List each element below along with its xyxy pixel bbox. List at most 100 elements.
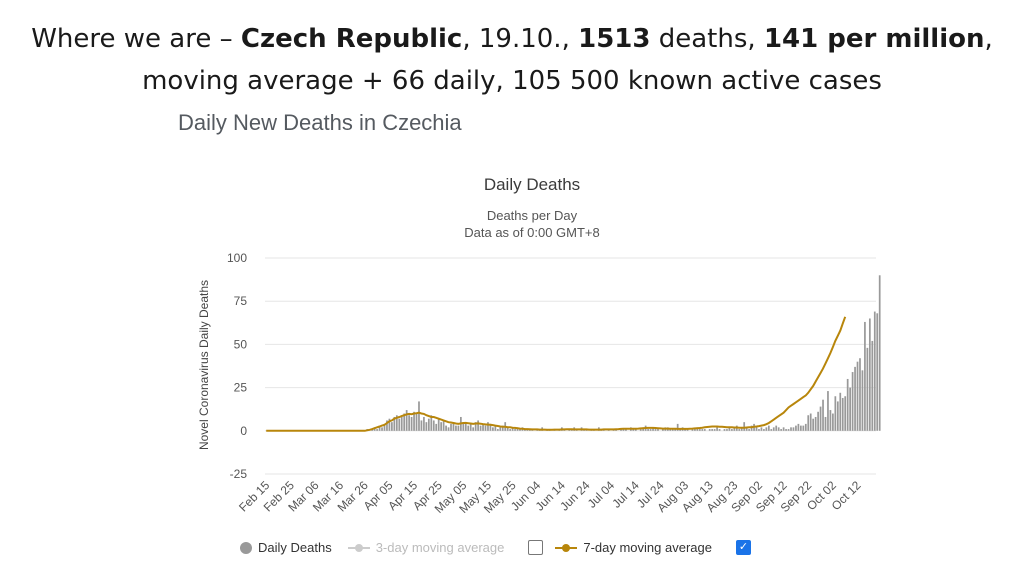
bar bbox=[777, 427, 780, 431]
bar bbox=[484, 425, 487, 431]
checkbox-7-day-average[interactable]: ✓ bbox=[735, 540, 751, 555]
y-tick-label: 25 bbox=[234, 381, 248, 395]
headline-country: Czech Republic bbox=[240, 24, 463, 54]
bar bbox=[748, 429, 750, 431]
bar bbox=[817, 411, 819, 431]
bar bbox=[832, 413, 834, 431]
bar bbox=[878, 275, 881, 431]
bar bbox=[400, 416, 403, 431]
bar bbox=[723, 429, 726, 431]
y-tick-label: 50 bbox=[234, 337, 248, 351]
bar bbox=[864, 321, 866, 431]
y-tick-label: 75 bbox=[234, 294, 248, 308]
bar bbox=[408, 415, 410, 431]
bar bbox=[866, 347, 869, 431]
bar bbox=[487, 422, 489, 431]
bar bbox=[787, 429, 790, 431]
bar bbox=[442, 420, 445, 431]
bar bbox=[873, 311, 876, 431]
bar bbox=[671, 429, 674, 431]
bar bbox=[819, 406, 822, 431]
bar bbox=[395, 415, 398, 431]
bar bbox=[718, 429, 721, 431]
bar bbox=[430, 415, 433, 431]
bar bbox=[632, 429, 635, 431]
bar bbox=[378, 425, 381, 431]
bar bbox=[622, 429, 625, 431]
legend-item-7-day-average[interactable]: 7-day moving average bbox=[555, 540, 712, 555]
headline-deaths-value: 1513 bbox=[578, 24, 651, 54]
bar bbox=[435, 423, 438, 431]
bar bbox=[405, 410, 408, 431]
bar bbox=[809, 413, 812, 431]
bar bbox=[654, 429, 657, 431]
x-tick-label: Jul 14 bbox=[609, 478, 642, 511]
bar bbox=[398, 418, 401, 431]
bar bbox=[511, 427, 514, 431]
bar bbox=[418, 401, 420, 431]
bar bbox=[467, 425, 470, 431]
bar bbox=[802, 425, 805, 431]
bar bbox=[462, 423, 465, 431]
bar bbox=[726, 429, 728, 431]
bar bbox=[765, 427, 768, 431]
line-series-7-day-average bbox=[266, 316, 847, 432]
bar bbox=[686, 429, 689, 431]
bar bbox=[427, 418, 430, 431]
x-tick-label: Jul 04 bbox=[585, 478, 618, 511]
bar bbox=[674, 429, 677, 431]
bar bbox=[639, 429, 642, 431]
bar bbox=[403, 413, 406, 431]
bar bbox=[772, 427, 775, 431]
bar bbox=[381, 427, 383, 431]
bar bbox=[790, 427, 792, 431]
y-tick-label: 0 bbox=[240, 424, 247, 438]
bar bbox=[388, 418, 391, 431]
bar bbox=[797, 423, 800, 431]
bar bbox=[652, 427, 654, 431]
chart-title: Daily Deaths bbox=[483, 175, 581, 194]
legend-label-3-day-average: 3-day moving average bbox=[375, 540, 505, 555]
bar bbox=[728, 427, 731, 431]
bar bbox=[469, 423, 472, 431]
bar bbox=[861, 370, 864, 431]
bar bbox=[859, 358, 861, 431]
bar bbox=[455, 425, 457, 431]
bar bbox=[844, 396, 847, 431]
headline-line-2: moving average + 66 daily, 105 500 known… bbox=[142, 66, 882, 96]
chart-subtitle-2: Data as of 0:00 GMT+8 bbox=[464, 225, 600, 240]
bar bbox=[410, 416, 413, 431]
bar bbox=[694, 429, 696, 431]
bar bbox=[745, 427, 748, 431]
bar bbox=[452, 422, 455, 431]
checkbox-3-day-average[interactable] bbox=[528, 540, 544, 555]
bar bbox=[701, 429, 704, 431]
bar bbox=[846, 378, 849, 431]
bar bbox=[716, 427, 718, 431]
bar bbox=[477, 420, 479, 431]
bar bbox=[457, 425, 460, 431]
legend-item-3-day-average[interactable]: 3-day moving average bbox=[347, 540, 505, 555]
bar bbox=[479, 425, 482, 431]
bar bbox=[420, 420, 423, 431]
headline-per-million: 141 per million bbox=[763, 24, 985, 54]
page-subtitle: Daily New Deaths in Czechia bbox=[178, 110, 462, 135]
legend-label-daily-deaths: Daily Deaths bbox=[258, 540, 332, 555]
line-7-day-average bbox=[266, 316, 847, 432]
bar bbox=[854, 366, 856, 431]
bar bbox=[649, 429, 652, 431]
bar bbox=[383, 423, 386, 431]
legend-marker-7-day-average bbox=[555, 543, 578, 552]
bar bbox=[437, 418, 440, 431]
bar bbox=[731, 429, 733, 431]
bar bbox=[386, 420, 388, 431]
bar bbox=[856, 361, 859, 431]
bar bbox=[711, 429, 714, 431]
bar bbox=[763, 429, 765, 431]
bar bbox=[792, 427, 795, 431]
bar bbox=[494, 425, 497, 431]
legend-item-daily-deaths[interactable]: Daily Deaths bbox=[240, 540, 332, 555]
y-axis-ticks: 100 75 50 25 0 -25 bbox=[227, 251, 247, 481]
bar bbox=[625, 429, 627, 431]
